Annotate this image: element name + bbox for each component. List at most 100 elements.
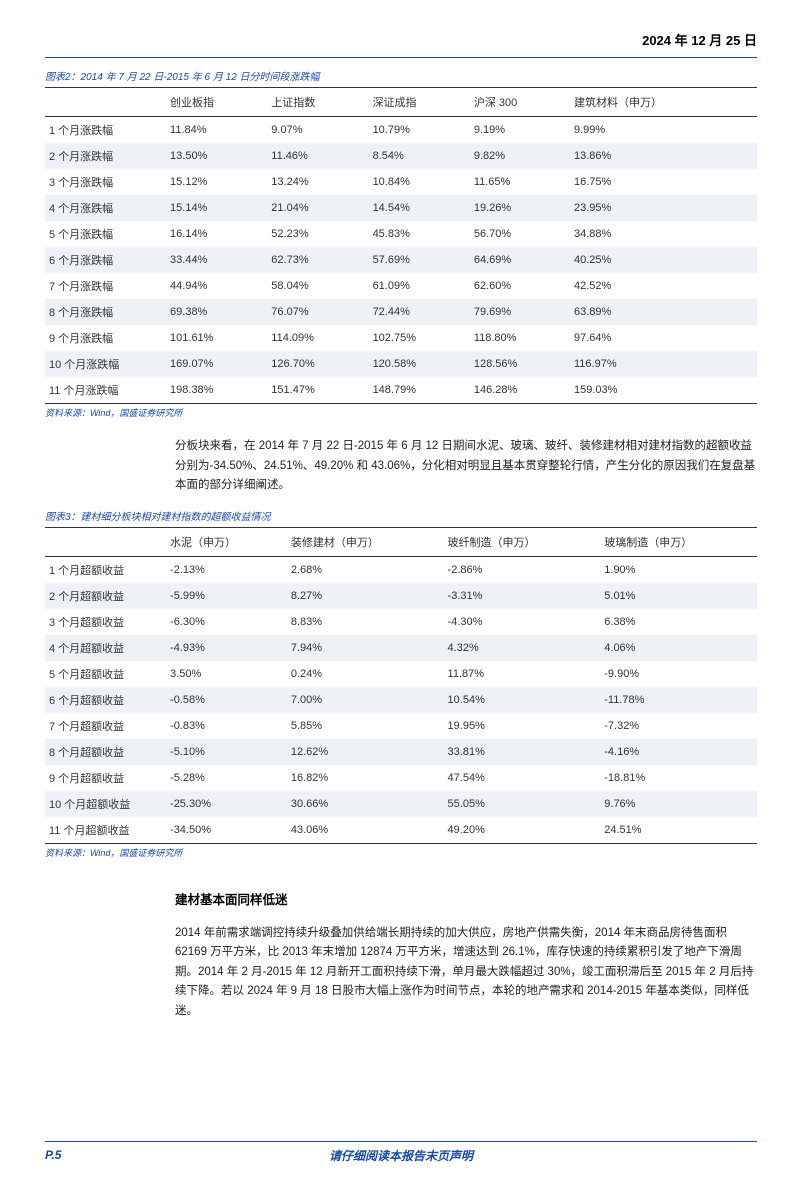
table-cell: 97.64% xyxy=(570,325,757,351)
table-header-cell: 上证指数 xyxy=(267,88,368,117)
table-cell: 19.95% xyxy=(444,713,601,739)
table-cell: 15.12% xyxy=(166,169,267,195)
table2: 水泥（申万）装修建材（申万）玻纤制造（申万）玻璃制造（申万） 1 个月超额收益-… xyxy=(45,527,757,844)
table-row: 10 个月涨跌幅169.07%126.70%120.58%128.56%116.… xyxy=(45,351,757,377)
table-cell: 72.44% xyxy=(369,299,470,325)
table-row: 2 个月涨跌幅13.50%11.46%8.54%9.82%13.86% xyxy=(45,143,757,169)
table-row: 6 个月超额收益-0.58%7.00%10.54%-11.78% xyxy=(45,687,757,713)
table-cell: 64.69% xyxy=(470,247,570,273)
table-cell: 7 个月超额收益 xyxy=(45,713,166,739)
table-cell: -2.86% xyxy=(444,556,601,583)
table-cell: 16.75% xyxy=(570,169,757,195)
table-header-cell: 沪深 300 xyxy=(470,88,570,117)
table-row: 7 个月超额收益-0.83%5.85%19.95%-7.32% xyxy=(45,713,757,739)
table-cell: 9.76% xyxy=(600,791,757,817)
table-cell: 23.95% xyxy=(570,195,757,221)
table-cell: -4.30% xyxy=(444,609,601,635)
footer-note: 请仔细阅读本报告末页声明 xyxy=(329,1147,473,1164)
table-cell: 146.28% xyxy=(470,377,570,404)
table-cell: 43.06% xyxy=(287,817,444,844)
table-cell: 33.81% xyxy=(444,739,601,765)
table-cell: 116.97% xyxy=(570,351,757,377)
table-cell: -6.30% xyxy=(166,609,287,635)
table-cell: 11.65% xyxy=(470,169,570,195)
table-cell: 159.03% xyxy=(570,377,757,404)
table-cell: 120.58% xyxy=(369,351,470,377)
table-cell: 69.38% xyxy=(166,299,267,325)
table-row: 8 个月超额收益-5.10%12.62%33.81%-4.16% xyxy=(45,739,757,765)
table-cell: 9 个月超额收益 xyxy=(45,765,166,791)
paragraph-2: 2014 年前需求端调控持续升级叠加供给端长期持续的加大供应，房地产供需失衡，2… xyxy=(175,924,757,1022)
table-cell: -5.99% xyxy=(166,583,287,609)
table-cell: 3.50% xyxy=(166,661,287,687)
table-cell: 114.09% xyxy=(267,325,368,351)
table-cell: 2 个月超额收益 xyxy=(45,583,166,609)
table-cell: 8.83% xyxy=(287,609,444,635)
table-cell: 101.61% xyxy=(166,325,267,351)
table-cell: 10.54% xyxy=(444,687,601,713)
table-row: 2 个月超额收益-5.99%8.27%-3.31%5.01% xyxy=(45,583,757,609)
table-cell: 19.26% xyxy=(470,195,570,221)
table-cell: 11 个月超额收益 xyxy=(45,817,166,844)
table-cell: 8.27% xyxy=(287,583,444,609)
table-cell: 10 个月超额收益 xyxy=(45,791,166,817)
table-cell: 13.24% xyxy=(267,169,368,195)
table-cell: 4.32% xyxy=(444,635,601,661)
table-cell: 55.05% xyxy=(444,791,601,817)
table-cell: 13.50% xyxy=(166,143,267,169)
table-cell: -7.32% xyxy=(600,713,757,739)
table-row: 11 个月超额收益-34.50%43.06%49.20%24.51% xyxy=(45,817,757,844)
table-cell: 169.07% xyxy=(166,351,267,377)
table-cell: 56.70% xyxy=(470,221,570,247)
table-cell: 16.82% xyxy=(287,765,444,791)
table-cell: 47.54% xyxy=(444,765,601,791)
table1: 创业板指上证指数深证成指沪深 300建筑材料（申万） 1 个月涨跌幅11.84%… xyxy=(45,87,757,404)
table-cell: 11.84% xyxy=(166,117,267,144)
table-row: 4 个月超额收益-4.93%7.94%4.32%4.06% xyxy=(45,635,757,661)
table-header-cell: 装修建材（申万） xyxy=(287,527,444,556)
table-cell: 9 个月涨跌幅 xyxy=(45,325,166,351)
table-header-cell: 水泥（申万） xyxy=(166,527,287,556)
table-cell: 16.14% xyxy=(166,221,267,247)
table-cell: 62.60% xyxy=(470,273,570,299)
table-cell: 76.07% xyxy=(267,299,368,325)
table-cell: -34.50% xyxy=(166,817,287,844)
table-cell: 9.19% xyxy=(470,117,570,144)
table-cell: -0.58% xyxy=(166,687,287,713)
paragraph-1: 分板块来看，在 2014 年 7 月 22 日-2015 年 6 月 12 日期… xyxy=(175,437,757,496)
table-cell: 21.04% xyxy=(267,195,368,221)
table-cell: 63.89% xyxy=(570,299,757,325)
table-cell: 6 个月超额收益 xyxy=(45,687,166,713)
table-row: 11 个月涨跌幅198.38%151.47%148.79%146.28%159.… xyxy=(45,377,757,404)
table-cell: 33.44% xyxy=(166,247,267,273)
table-cell: 49.20% xyxy=(444,817,601,844)
table-cell: 24.51% xyxy=(600,817,757,844)
table-cell: -25.30% xyxy=(166,791,287,817)
table-cell: -3.31% xyxy=(444,583,601,609)
table-cell: -9.90% xyxy=(600,661,757,687)
table-cell: 10.84% xyxy=(369,169,470,195)
table-cell: -5.10% xyxy=(166,739,287,765)
table-row: 9 个月涨跌幅101.61%114.09%102.75%118.80%97.64… xyxy=(45,325,757,351)
table-cell: 1 个月超额收益 xyxy=(45,556,166,583)
table-cell: -11.78% xyxy=(600,687,757,713)
table-cell: 11.87% xyxy=(444,661,601,687)
table-cell: 4 个月涨跌幅 xyxy=(45,195,166,221)
table-cell: 3 个月超额收益 xyxy=(45,609,166,635)
table-cell: 8 个月涨跌幅 xyxy=(45,299,166,325)
table-cell: 5.01% xyxy=(600,583,757,609)
table-cell: 30.66% xyxy=(287,791,444,817)
table-cell: 198.38% xyxy=(166,377,267,404)
table-cell: 9.82% xyxy=(470,143,570,169)
table-header-cell: 建筑材料（申万） xyxy=(570,88,757,117)
table2-caption: 图表3：建材细分板块相对建材指数的超额收益情况 xyxy=(45,508,757,523)
table-cell: 1 个月涨跌幅 xyxy=(45,117,166,144)
table-cell: 8 个月超额收益 xyxy=(45,739,166,765)
table-cell: 0.24% xyxy=(287,661,444,687)
table-cell: 5 个月超额收益 xyxy=(45,661,166,687)
table-cell: 128.56% xyxy=(470,351,570,377)
table-cell: 4 个月超额收益 xyxy=(45,635,166,661)
table-cell: 10 个月涨跌幅 xyxy=(45,351,166,377)
table-row: 1 个月涨跌幅11.84%9.07%10.79%9.19%9.99% xyxy=(45,117,757,144)
table-cell: -0.83% xyxy=(166,713,287,739)
